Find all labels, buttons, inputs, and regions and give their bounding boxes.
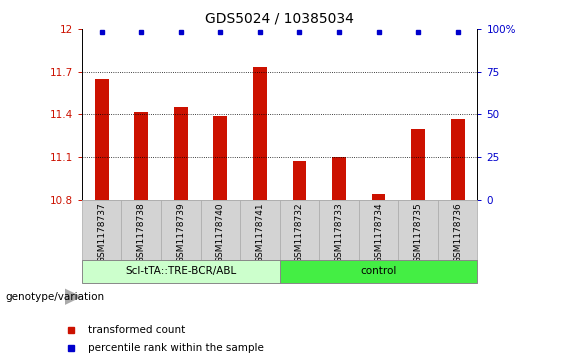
Bar — [201, 200, 240, 260]
Bar — [411, 129, 425, 200]
Bar — [280, 260, 477, 283]
Bar — [359, 200, 398, 260]
Text: GSM1178734: GSM1178734 — [374, 203, 383, 263]
Bar — [240, 200, 280, 260]
Bar — [319, 200, 359, 260]
Text: GSM1178732: GSM1178732 — [295, 203, 304, 263]
Text: GSM1178736: GSM1178736 — [453, 203, 462, 264]
Bar — [253, 68, 267, 200]
Polygon shape — [65, 289, 82, 305]
Bar — [451, 119, 464, 200]
Text: genotype/variation: genotype/variation — [6, 292, 105, 302]
Bar — [174, 107, 188, 200]
Title: GDS5024 / 10385034: GDS5024 / 10385034 — [205, 11, 354, 25]
Text: control: control — [360, 266, 397, 276]
Text: GSM1178737: GSM1178737 — [97, 203, 106, 264]
Text: GSM1178739: GSM1178739 — [176, 203, 185, 264]
Bar — [214, 116, 227, 200]
Bar — [82, 260, 280, 283]
Bar — [332, 157, 346, 200]
Bar — [293, 161, 306, 200]
Bar — [82, 200, 121, 260]
Text: ScI-tTA::TRE-BCR/ABL: ScI-tTA::TRE-BCR/ABL — [125, 266, 236, 276]
Bar — [280, 200, 319, 260]
Bar — [372, 194, 385, 200]
Bar — [121, 200, 161, 260]
Text: GSM1178741: GSM1178741 — [255, 203, 264, 263]
Bar — [438, 200, 477, 260]
Bar — [134, 111, 148, 200]
Bar — [95, 79, 108, 200]
Text: transformed count: transformed count — [88, 325, 185, 335]
Bar — [398, 200, 438, 260]
Bar — [161, 200, 201, 260]
Text: GSM1178738: GSM1178738 — [137, 203, 146, 264]
Text: GSM1178735: GSM1178735 — [414, 203, 423, 264]
Text: percentile rank within the sample: percentile rank within the sample — [88, 343, 264, 354]
Text: GSM1178740: GSM1178740 — [216, 203, 225, 263]
Text: GSM1178733: GSM1178733 — [334, 203, 344, 264]
